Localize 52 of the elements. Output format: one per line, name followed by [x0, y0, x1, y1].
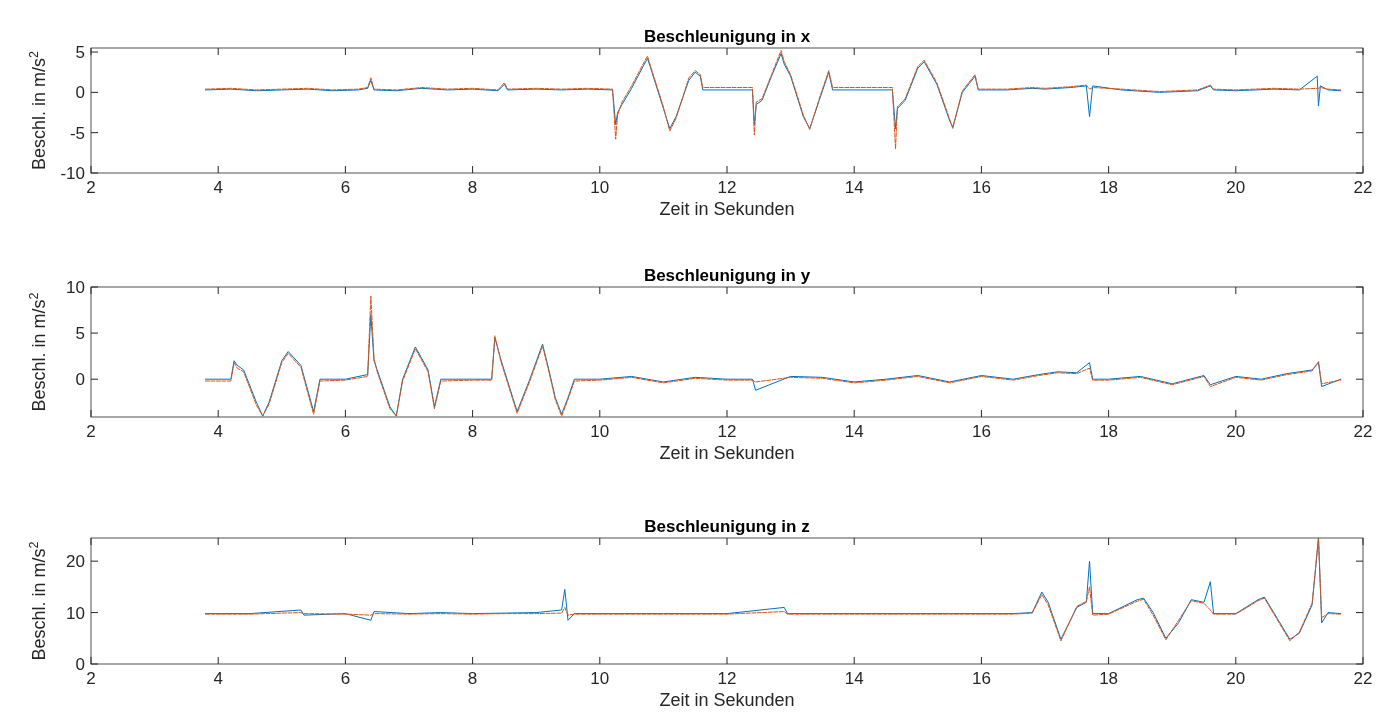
line-series	[204, 53, 1342, 130]
x-tick-label: 14	[844, 422, 864, 441]
x-tick-label: 16	[971, 669, 991, 688]
x-tick-label: 6	[340, 178, 351, 197]
x-axis-title: Zeit in Sekunden	[659, 690, 795, 710]
x-tick-label: 6	[340, 669, 351, 688]
x-tick-label: 18	[1099, 422, 1119, 441]
y-tick-label: 10	[66, 278, 85, 297]
y-tick-label: 5	[75, 324, 85, 344]
y-tick-label: 0	[75, 83, 85, 103]
x-tick-label: 20	[1226, 422, 1246, 441]
x-tick-label: 8	[467, 422, 478, 441]
x-tick-label: 22	[1353, 669, 1373, 688]
x-tick-label: 4	[213, 422, 223, 441]
y-tick-label: -10	[60, 164, 85, 183]
line-series	[204, 295, 1342, 417]
x-tick-label: 16	[971, 178, 991, 197]
x-tick-label: 14	[844, 178, 864, 197]
x-tick-label: 18	[1099, 669, 1119, 688]
chart-title: Beschleunigung in x	[643, 27, 811, 46]
x-tick-label: 8	[467, 669, 478, 688]
chart-title: Beschleunigung in y	[643, 266, 811, 285]
x-tick-label: 8	[467, 178, 478, 197]
x-tick-label: 22	[1353, 178, 1373, 197]
x-tick-label: 12	[717, 178, 737, 197]
y-tick-label: 10	[66, 603, 85, 623]
x-tick-label: 10	[590, 422, 610, 441]
x-tick-label: 4	[213, 178, 223, 197]
x-tick-label: 4	[213, 669, 223, 688]
x-tick-label: 12	[717, 422, 737, 441]
y-tick-label: 0	[75, 655, 85, 674]
x-tick-label: 2	[86, 669, 96, 688]
x-tick-label: 22	[1353, 422, 1373, 441]
y-tick-label: 0	[75, 370, 85, 390]
x-tick-label: 10	[590, 669, 610, 688]
chart-title: Beschleunigung in z	[644, 517, 810, 536]
x-tick-label: 2	[86, 178, 96, 197]
x-tick-label: 2	[86, 422, 96, 441]
x-axis-title: Zeit in Sekunden	[659, 443, 795, 463]
y-tick-label: 5	[75, 43, 85, 63]
y-tick-label: 20	[66, 552, 85, 572]
x-tick-label: 6	[340, 422, 351, 441]
x-axis-title: Zeit in Sekunden	[659, 199, 795, 219]
x-tick-label: 16	[971, 422, 991, 441]
x-tick-label: 12	[717, 669, 737, 688]
y-tick-label: -5	[69, 123, 85, 143]
x-tick-label: 14	[844, 669, 864, 688]
x-tick-label: 10	[590, 178, 610, 197]
x-tick-label: 18	[1099, 178, 1119, 197]
x-tick-label: 20	[1226, 669, 1246, 688]
line-series	[204, 49, 1342, 150]
x-tick-label: 20	[1226, 178, 1246, 197]
